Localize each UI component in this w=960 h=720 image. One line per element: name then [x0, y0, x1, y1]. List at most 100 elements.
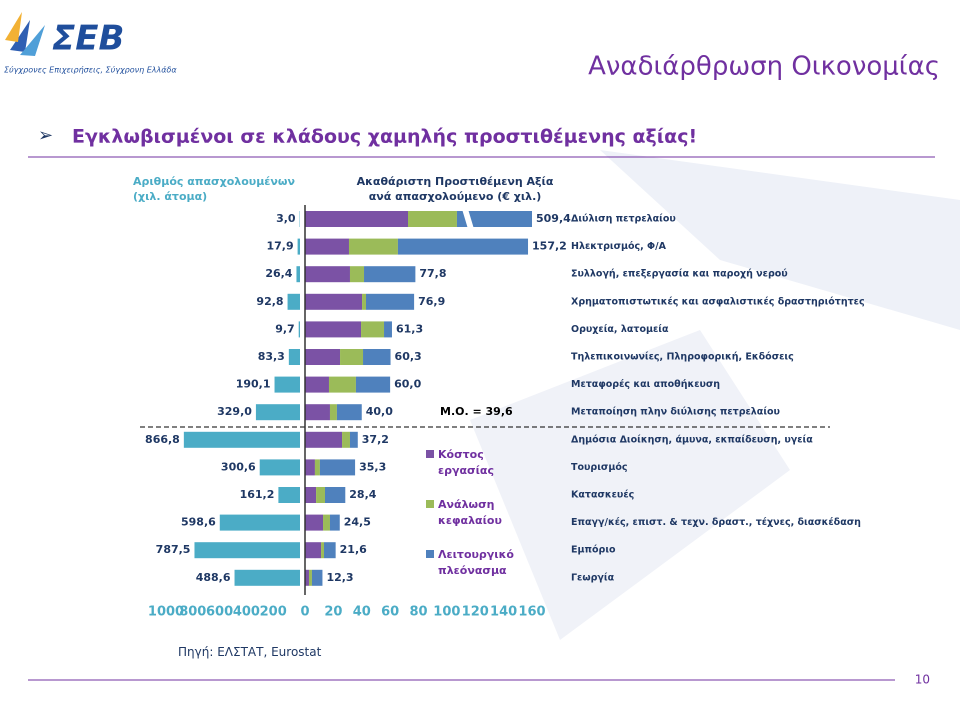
value-segment [325, 487, 346, 503]
value-segment [305, 266, 350, 283]
legend-label: Ανάλωση κεφαλαίου [438, 498, 502, 527]
total-label: 24,5 [344, 516, 371, 529]
value-segment [311, 569, 323, 586]
employment-bar [287, 293, 300, 310]
employment-label: 488,6 [196, 571, 231, 584]
legend-label: Λειτουργικό πλεόνασμα [438, 548, 514, 577]
left-axis-title: (χιλ. άτομα) [133, 190, 207, 203]
legend-swatch [426, 450, 434, 458]
value-segment [349, 431, 358, 448]
employment-label: 3,0 [276, 212, 296, 225]
category-label: Διύλιση πετρελαίου [571, 214, 676, 225]
employment-bar [219, 514, 300, 531]
x-tick-label: 120 [462, 605, 489, 620]
employment-bar [278, 487, 300, 503]
logo-tagline: Σύγχρονες Επιχειρήσεις, Σύγχρονη Ελλάδα [4, 66, 177, 75]
employment-bar [288, 349, 300, 365]
value-segment [361, 321, 385, 338]
category-label: Μεταποίηση πλην διύλισης πετρελαίου [571, 407, 780, 418]
value-segment [305, 431, 343, 448]
x-tick-label: 140 [490, 605, 517, 620]
x-tick-label: 0 [300, 605, 309, 620]
employment-bar [194, 542, 300, 559]
category-label: Συλλογή, επεξεργασία και παροχή νερού [571, 269, 788, 280]
page-number: 10 [915, 673, 930, 687]
left-axis-title: Αριθμός απασχολουμένων [133, 175, 295, 188]
legend-line: εργασίας [438, 464, 494, 477]
value-segment [342, 431, 350, 448]
employment-label: 866,8 [145, 433, 180, 446]
employment-bar [298, 321, 300, 338]
category-label: Γεωργία [571, 572, 615, 583]
x-tick-label: 40 [353, 605, 371, 620]
value-segment [305, 404, 330, 421]
value-segment [366, 293, 415, 310]
employment-bar [297, 238, 300, 255]
x-tick-label: 20 [324, 605, 342, 620]
x-tick-label: 160 [518, 605, 545, 620]
employment-bar [296, 266, 300, 283]
value-segment [408, 211, 457, 227]
legend-line: πλεόνασμα [438, 564, 507, 577]
x-tick-label: 100 [433, 605, 460, 620]
value-segment [456, 211, 532, 227]
category-label: Κατασκευές [571, 490, 634, 501]
total-label: 157,2 [532, 240, 567, 253]
left-x-tick-label: 200 [260, 605, 287, 620]
value-segment [336, 404, 362, 421]
value-segment [329, 404, 337, 421]
value-segment [364, 266, 416, 283]
value-segment [340, 349, 364, 365]
total-label: 35,3 [359, 460, 386, 473]
value-segment [305, 238, 349, 255]
value-segment [362, 293, 367, 310]
value-segment [308, 569, 312, 586]
employment-bar [183, 431, 300, 448]
total-label: 61,3 [396, 322, 423, 335]
category-label: Δημόσια Διοίκηση, άμυνα, εκπαίδευση, υγε… [571, 434, 813, 445]
value-segment [305, 293, 363, 310]
total-label: 60,3 [395, 350, 422, 363]
employment-label: 329,0 [217, 405, 252, 418]
source: Πηγή: ΕΛΣΤΑΤ, Eurostat [178, 645, 322, 659]
value-segment [305, 459, 315, 476]
left-x-tick-label: 800 [179, 605, 206, 620]
category-label: Εμπόριο [571, 545, 616, 556]
value-segment [305, 211, 409, 227]
source-text: ΕΛΣΤΑΤ, Eurostat [217, 645, 321, 659]
value-segment [314, 459, 320, 476]
legend-line: κεφαλαίου [438, 514, 502, 527]
total-label: 21,6 [340, 543, 367, 556]
background-swoosh [600, 150, 960, 330]
employment-label: 9,7 [275, 322, 295, 335]
employment-label: 190,1 [236, 378, 271, 391]
employment-label: 26,4 [265, 267, 292, 280]
value-segment [321, 542, 325, 559]
total-label: 37,2 [362, 433, 389, 446]
source-label: Πηγή: [178, 645, 213, 659]
total-label: 12,3 [326, 571, 353, 584]
employment-label: 17,9 [266, 240, 293, 253]
total-label: 60,0 [394, 378, 421, 391]
left-x-tick-label: 1000 [148, 605, 184, 620]
value-segment [323, 514, 330, 531]
value-segment [324, 542, 336, 559]
category-label: Τηλεπικοινωνίες, Πληροφορική, Εκδόσεις [571, 352, 794, 363]
total-label: 77,8 [419, 267, 446, 280]
value-segment [305, 569, 309, 586]
total-label: 28,4 [349, 488, 376, 501]
value-segment [305, 349, 341, 365]
left-x-tick-label: 600 [206, 605, 233, 620]
legend-line: Λειτουργικό [438, 548, 514, 561]
category-label: Τουρισμός [571, 462, 627, 473]
employment-label: 161,2 [240, 488, 275, 501]
total-label: 76,9 [418, 295, 445, 308]
value-segment [305, 542, 322, 559]
legend-swatch [426, 550, 434, 558]
slide-title: Αναδιάρθρωση Οικονομίας [588, 52, 940, 82]
legend-swatch [426, 500, 434, 508]
value-segment [305, 376, 329, 393]
x-tick-label: 80 [409, 605, 427, 620]
category-label: Επαγγ/κές, επιστ. & τεχν. δραστ., τέχνες… [571, 517, 861, 528]
